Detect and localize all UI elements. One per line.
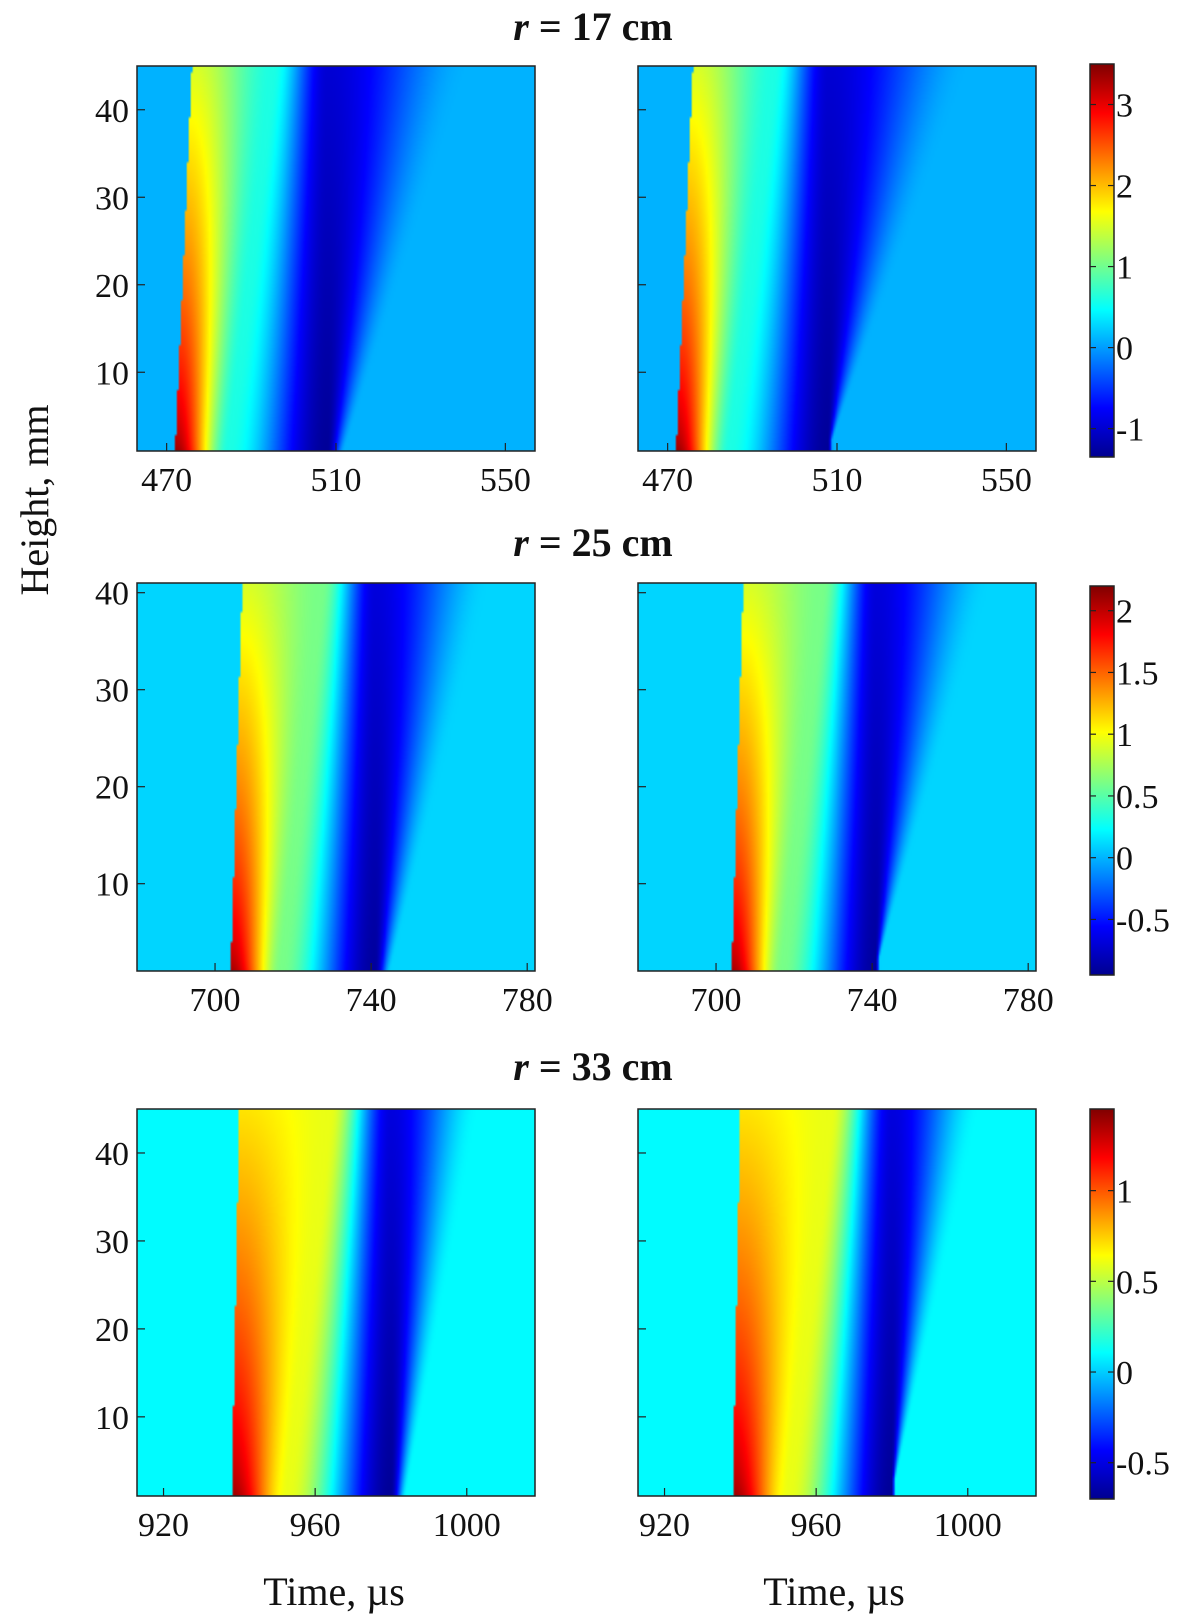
heatmap-image — [137, 66, 535, 451]
x-tick-label: 510 — [311, 462, 362, 499]
y-tick-label: 20 — [95, 268, 129, 305]
y-tick-label: 30 — [95, 673, 129, 710]
colorbar-gradient — [1089, 1108, 1115, 1500]
y-tick-label: 10 — [95, 1400, 129, 1437]
title-r-value: = 17 cm — [529, 4, 673, 49]
colorbar-tick-label: 3 — [1116, 88, 1133, 125]
y-tick-label: 30 — [95, 1224, 129, 1261]
plot-frame — [136, 1108, 536, 1497]
row-title: r = 33 cm — [513, 1044, 672, 1089]
heatmap-panel-left: 470 510 550 10 20 30 40 — [95, 65, 536, 499]
x-tick-label: 1000 — [433, 1507, 501, 1544]
y-tick-label: 10 — [95, 355, 129, 392]
colorbar-tick-label: -0.5 — [1116, 1446, 1170, 1483]
x-tick-label: 960 — [791, 1507, 842, 1544]
heatmap-image — [638, 583, 1036, 971]
y-tick-label: 40 — [95, 1136, 129, 1173]
plot-frame — [136, 582, 536, 972]
colorbar-gradient — [1089, 63, 1115, 458]
colorbar: 1 0.5 0 -0.5 — [1089, 1108, 1170, 1500]
x-tick-label: 780 — [502, 982, 553, 1019]
colorbar-tick-label: 2 — [1116, 169, 1133, 206]
heatmap-panel-right: 700 740 780 — [637, 582, 1054, 1019]
y-tick-label: 20 — [95, 1312, 129, 1349]
heatmap-image — [638, 1109, 1036, 1496]
title-r-value: = 33 cm — [529, 1044, 673, 1089]
heatmap-panel-right: 470 510 550 — [637, 65, 1037, 499]
colorbar-gradient — [1089, 585, 1115, 976]
colorbar-tick-label: 1 — [1116, 250, 1133, 287]
plot-frame — [637, 1108, 1037, 1497]
x-tick-label: 740 — [847, 982, 898, 1019]
colorbar: 3 2 1 0 -1 — [1089, 63, 1144, 458]
title-r-symbol: r — [513, 520, 529, 565]
x-tick-label: 700 — [691, 982, 742, 1019]
heatmap-image — [638, 66, 1036, 451]
colorbar-tick-label: -1 — [1116, 412, 1144, 449]
colorbar-tick-label: 1.5 — [1116, 655, 1159, 692]
x-tick-label: 960 — [290, 1507, 341, 1544]
y-axis-label: Height, mm — [12, 404, 57, 595]
colorbar-tick-label: 2 — [1116, 594, 1133, 631]
heatmap-image — [137, 583, 535, 971]
row-title: r = 25 cm — [513, 520, 672, 565]
plot-frame — [637, 582, 1037, 972]
x-tick-label: 510 — [812, 462, 863, 499]
title-r-symbol: r — [513, 4, 529, 49]
x-tick-label: 470 — [642, 462, 693, 499]
x-axis-label-right: Time, µs — [763, 1569, 905, 1614]
heatmap-panel-right: 920 960 1000 — [637, 1108, 1037, 1544]
heatmap-panel-left: 920 960 1000 10 20 30 40 — [95, 1108, 536, 1544]
x-tick-label: 1000 — [934, 1507, 1002, 1544]
colorbar-tick-label: 0 — [1116, 1355, 1133, 1392]
x-axis-label-left: Time, µs — [263, 1569, 405, 1614]
x-tick-label: 920 — [138, 1507, 189, 1544]
row-title: r = 17 cm — [513, 4, 672, 49]
title-r-symbol: r — [513, 1044, 529, 1089]
x-tick-label: 470 — [141, 462, 192, 499]
x-tick-label: 740 — [346, 982, 397, 1019]
colorbar-tick-label: 1 — [1116, 717, 1133, 754]
x-tick-label: 780 — [1003, 982, 1054, 1019]
y-tick-label: 40 — [95, 576, 129, 613]
title-r-value: = 25 cm — [529, 520, 673, 565]
x-tick-label: 700 — [190, 982, 241, 1019]
colorbar-tick-label: 0.5 — [1116, 1264, 1159, 1301]
colorbar-tick-label: 0 — [1116, 331, 1133, 368]
colorbar-tick-label: 0.5 — [1116, 779, 1159, 816]
x-tick-label: 550 — [480, 462, 531, 499]
y-tick-label: 10 — [95, 867, 129, 904]
heatmap-image — [137, 1109, 535, 1496]
y-tick-label: 40 — [95, 93, 129, 130]
y-tick-label: 20 — [95, 770, 129, 807]
x-tick-label: 550 — [981, 462, 1032, 499]
y-tick-label: 30 — [95, 180, 129, 217]
x-tick-label: 920 — [639, 1507, 690, 1544]
colorbar: 2 1.5 1 0.5 0 -0.5 — [1089, 585, 1170, 976]
heatmap-panel-left: 700 740 780 10 20 30 40 — [95, 576, 553, 1019]
colorbar-tick-label: 1 — [1116, 1174, 1133, 1211]
colorbar-tick-label: 0 — [1116, 841, 1133, 878]
colorbar-tick-label: -0.5 — [1116, 902, 1170, 939]
